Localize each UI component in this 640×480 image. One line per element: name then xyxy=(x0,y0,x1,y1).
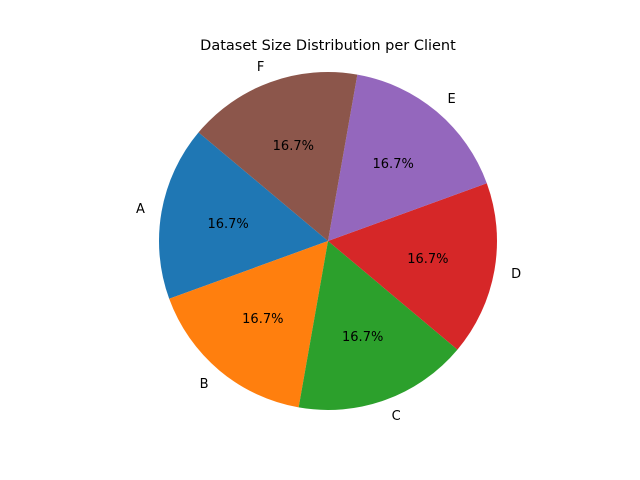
pie-slice-f xyxy=(198,72,358,241)
slice-percent-a: 16.7% xyxy=(207,217,248,232)
slice-percent-c: 16.7% xyxy=(342,330,383,345)
slice-percent-b: 16.7% xyxy=(242,312,283,327)
pie-slice-d xyxy=(328,183,498,350)
slice-percent-f: 16.7% xyxy=(273,139,314,154)
pie-slice-a xyxy=(158,132,328,299)
pie-slice-e xyxy=(328,74,487,241)
pie-slice-b xyxy=(169,241,328,408)
slice-percent-e: 16.7% xyxy=(373,157,414,172)
slice-label-a: A xyxy=(136,202,145,217)
pie-slices xyxy=(158,72,498,410)
slice-label-b: B xyxy=(200,377,209,392)
slice-label-d: D xyxy=(511,267,521,282)
slice-percent-d: 16.7% xyxy=(407,252,448,267)
pie-labels: A 16.7% B 16.7% C 16.7% D 16.7% E 16.7% F 16.7% xyxy=(136,60,521,424)
slice-label-f: F xyxy=(257,60,264,75)
slice-label-e: E xyxy=(447,92,455,107)
chart-title: Dataset Size Distribution per Client xyxy=(200,38,456,54)
pie-slice-c xyxy=(298,241,458,410)
slice-label-c: C xyxy=(392,409,401,424)
